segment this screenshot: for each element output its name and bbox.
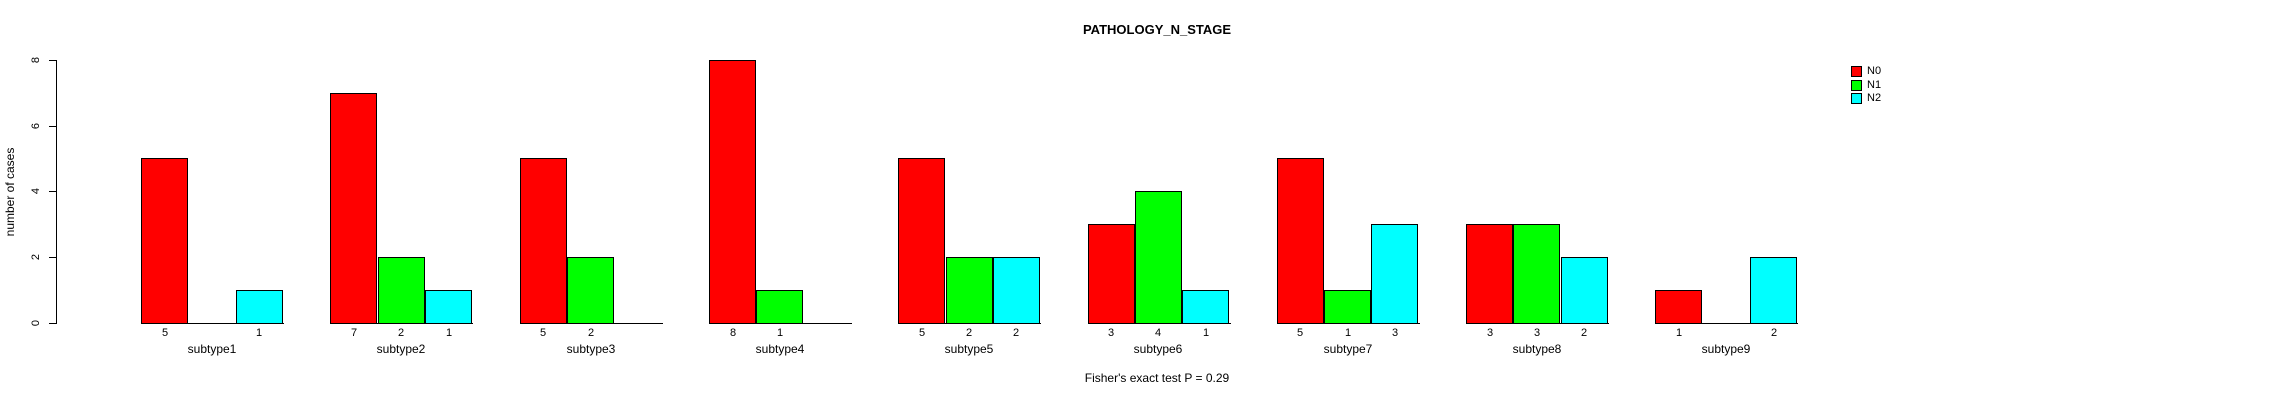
- bar-subtype9-N2: [1750, 257, 1797, 324]
- bar-value-subtype7-N1: 1: [1344, 327, 1352, 339]
- bar-subtype1-N2: [236, 290, 283, 324]
- y-tick-mark: [49, 191, 56, 192]
- group-baseline-subtype9: [1655, 323, 1798, 324]
- bar-value-subtype2-N0: 7: [350, 327, 358, 339]
- bar-subtype6-N0: [1088, 224, 1135, 324]
- bar-subtype5-N2: [993, 257, 1040, 324]
- bar-subtype2-N1: [378, 257, 425, 324]
- legend-swatch-N2: [1851, 93, 1862, 104]
- fisher-test-annotation: Fisher's exact test P = 0.29: [1084, 371, 1230, 385]
- y-tick-mark: [49, 60, 56, 61]
- group-baseline-subtype1: [141, 323, 284, 324]
- legend-swatch-N0: [1851, 66, 1862, 77]
- bar-subtype6-N2: [1182, 290, 1229, 324]
- legend-label-N0: N0: [1867, 65, 1882, 77]
- bar-subtype8-N1: [1513, 224, 1560, 324]
- bar-value-subtype5-N0: 5: [918, 327, 926, 339]
- category-label-subtype9: subtype9: [1701, 342, 1751, 356]
- bar-value-subtype8-N2: 2: [1580, 327, 1588, 339]
- bar-value-subtype8-N1: 3: [1533, 327, 1541, 339]
- bar-subtype5-N1: [946, 257, 993, 324]
- bar-value-subtype2-N1: 2: [397, 327, 405, 339]
- category-label-subtype4: subtype4: [755, 342, 805, 356]
- bar-value-subtype6-N0: 3: [1107, 327, 1115, 339]
- bar-value-subtype6-N1: 4: [1154, 327, 1162, 339]
- bar-subtype8-N2: [1561, 257, 1608, 324]
- chart-title: PATHOLOGY_N_STAGE: [1082, 22, 1232, 37]
- legend-swatch-N1: [1851, 80, 1862, 91]
- bar-subtype4-N1: [756, 290, 803, 324]
- bar-value-subtype1-N0: 5: [161, 327, 169, 339]
- y-tick-label: 0: [30, 319, 42, 327]
- bar-value-subtype7-N0: 5: [1296, 327, 1304, 339]
- category-label-subtype3: subtype3: [566, 342, 616, 356]
- y-axis-label: number of cases: [3, 147, 17, 237]
- y-tick-label: 6: [30, 122, 42, 130]
- bar-subtype3-N1: [567, 257, 614, 324]
- category-label-subtype2: subtype2: [376, 342, 426, 356]
- bar-subtype6-N1: [1135, 191, 1182, 324]
- legend-label-N1: N1: [1867, 79, 1882, 91]
- bar-subtype1-N0: [141, 158, 188, 324]
- y-tick-label: 4: [30, 187, 42, 195]
- bar-subtype2-N2: [425, 290, 472, 324]
- bar-value-subtype9-N2: 2: [1770, 327, 1778, 339]
- bar-value-subtype2-N2: 1: [445, 327, 453, 339]
- bar-subtype8-N0: [1466, 224, 1513, 324]
- bar-value-subtype4-N1: 1: [776, 327, 784, 339]
- bar-value-subtype3-N0: 5: [539, 327, 547, 339]
- bar-subtype9-N0: [1655, 290, 1702, 324]
- bar-value-subtype5-N1: 2: [965, 327, 973, 339]
- bar-subtype7-N0: [1277, 158, 1324, 324]
- y-tick-mark: [49, 257, 56, 258]
- category-label-subtype8: subtype8: [1512, 342, 1562, 356]
- bar-subtype5-N0: [898, 158, 945, 324]
- bar-subtype7-N2: [1371, 224, 1418, 324]
- y-tick-mark: [49, 323, 56, 324]
- bar-value-subtype6-N2: 1: [1202, 327, 1210, 339]
- bar-value-subtype8-N0: 3: [1486, 327, 1494, 339]
- y-tick-label: 8: [30, 56, 42, 64]
- bar-subtype2-N0: [330, 93, 377, 324]
- category-label-subtype5: subtype5: [944, 342, 994, 356]
- bar-value-subtype4-N0: 8: [729, 327, 737, 339]
- y-axis-line: [56, 59, 57, 324]
- y-tick-mark: [49, 126, 56, 127]
- bar-value-subtype9-N0: 1: [1675, 327, 1683, 339]
- bar-subtype7-N1: [1324, 290, 1371, 324]
- bar-value-subtype3-N1: 2: [587, 327, 595, 339]
- bar-subtype4-N0: [709, 60, 756, 324]
- bar-value-subtype1-N2: 1: [255, 327, 263, 339]
- category-label-subtype7: subtype7: [1323, 342, 1373, 356]
- bar-value-subtype7-N2: 3: [1391, 327, 1399, 339]
- bar-value-subtype5-N2: 2: [1012, 327, 1020, 339]
- category-label-subtype6: subtype6: [1133, 342, 1183, 356]
- category-label-subtype1: subtype1: [187, 342, 237, 356]
- y-tick-label: 2: [30, 253, 42, 261]
- bar-subtype3-N0: [520, 158, 567, 324]
- legend-label-N2: N2: [1867, 92, 1882, 104]
